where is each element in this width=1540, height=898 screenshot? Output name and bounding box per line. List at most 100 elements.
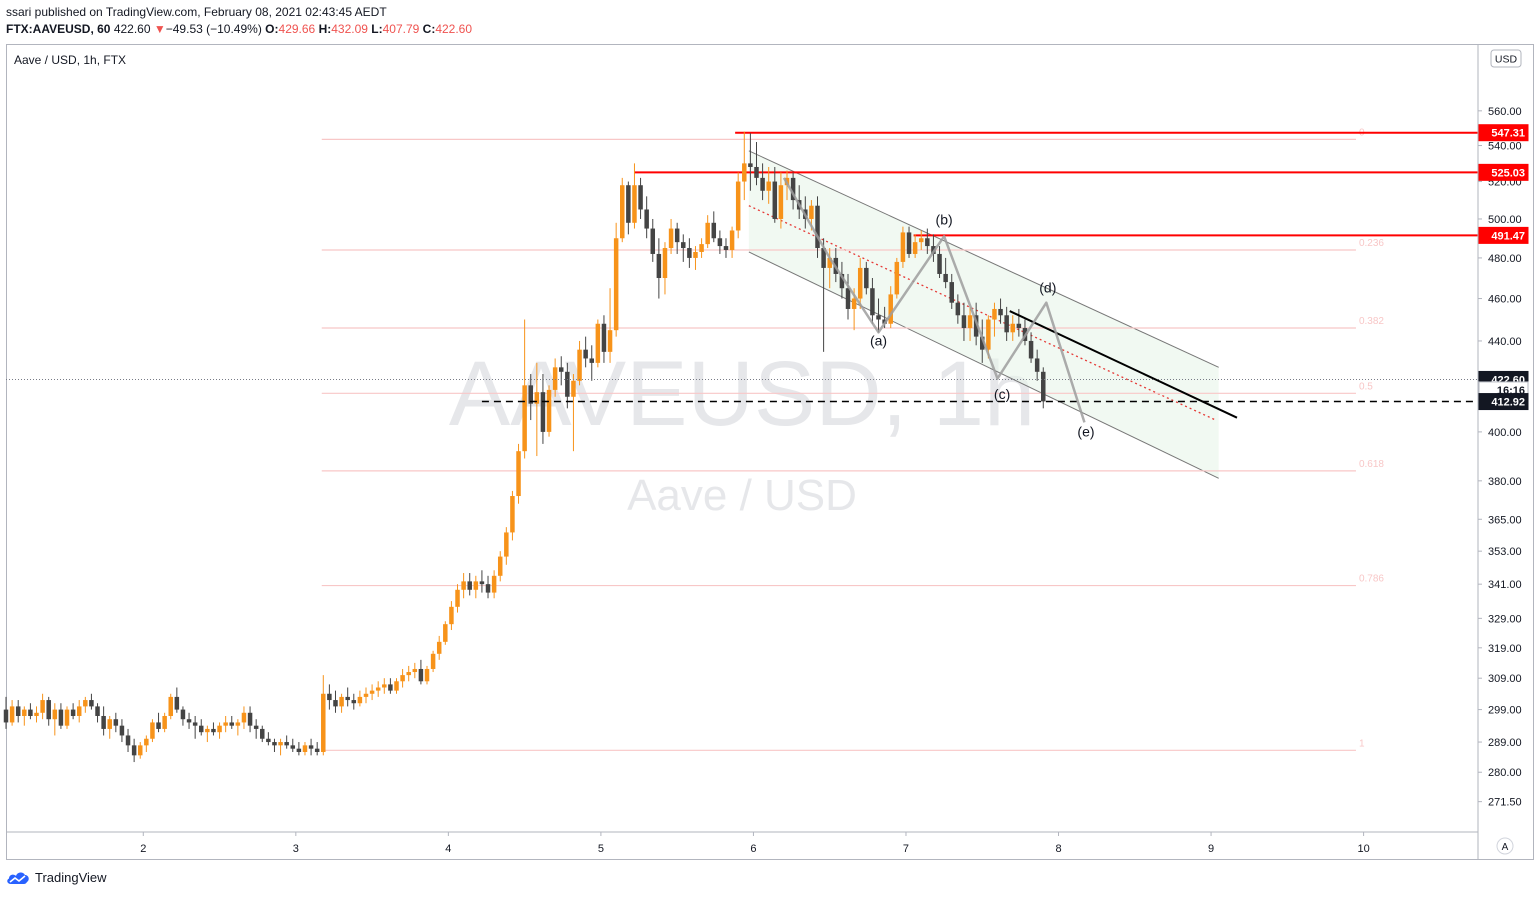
candle [595, 319, 601, 368]
candle-body [229, 722, 235, 726]
candle-body [894, 261, 900, 295]
candle [839, 261, 845, 299]
x-tick-label: 2 [140, 843, 146, 855]
candle-body [180, 709, 186, 720]
candle-body [284, 742, 289, 746]
candle [967, 306, 973, 341]
tradingview-logo[interactable]: TradingView [6, 870, 107, 885]
candle [681, 234, 686, 262]
candle-body [577, 349, 582, 381]
candle-body [101, 715, 106, 729]
candle-body [790, 177, 796, 201]
candle [906, 226, 912, 258]
candle-body [644, 209, 649, 229]
candle-body [864, 267, 869, 289]
candle-body [955, 302, 961, 316]
candle-body [565, 371, 570, 397]
candle-body [992, 308, 997, 320]
price-tag-label: 525.03 [1491, 167, 1525, 179]
candle [577, 340, 582, 386]
candle-body [375, 687, 381, 691]
candle [943, 257, 948, 289]
x-tick-label: 10 [1357, 843, 1369, 855]
candle-body [186, 719, 192, 723]
candle-body [3, 709, 9, 723]
candle-body [589, 358, 594, 363]
candle-body [620, 185, 625, 239]
candle-body [217, 725, 222, 733]
candle-body [1041, 371, 1046, 402]
candle-body [809, 205, 814, 219]
candle [925, 228, 930, 254]
candle-body [961, 315, 967, 329]
candle-body [290, 745, 296, 749]
candle-body [162, 715, 167, 729]
candle [705, 215, 710, 249]
price-tag-bg [1478, 226, 1529, 244]
candle [558, 356, 564, 386]
candle-body [52, 709, 58, 720]
candle-body [278, 742, 283, 746]
candle [656, 238, 662, 299]
y-tick-label: 400.00 [1488, 427, 1522, 439]
candle-body [461, 581, 466, 590]
candle-body [174, 696, 180, 710]
candle [504, 527, 509, 565]
candle [125, 728, 131, 753]
channel-lower-line [748, 251, 1219, 479]
candle-body [839, 273, 845, 289]
candle-body [1034, 358, 1040, 372]
candle-body [357, 696, 363, 704]
candle [1028, 332, 1034, 363]
candle [412, 662, 418, 679]
candle [900, 226, 906, 268]
candle-body [430, 653, 436, 669]
fib-label: 0.786 [1359, 574, 1384, 585]
candle [333, 690, 338, 713]
candle-body [253, 725, 259, 729]
candle [314, 742, 320, 756]
candle [937, 246, 942, 279]
candle [235, 719, 241, 736]
x-tick-label: 4 [445, 843, 451, 855]
candle [119, 719, 125, 743]
candle-body [693, 251, 698, 258]
candle [34, 706, 39, 723]
open-label: O: [265, 22, 279, 36]
candle-body [766, 181, 771, 191]
candle [674, 222, 680, 254]
candle-body [510, 496, 515, 533]
candle [449, 601, 454, 631]
candle [131, 738, 137, 763]
candle-body [906, 232, 912, 254]
candle-body [821, 248, 826, 268]
change-arrow-icon: ▼ [153, 22, 166, 36]
candle-body [711, 222, 717, 239]
wave-label: (b) [936, 212, 953, 228]
candle-body [613, 238, 619, 331]
candle [76, 700, 82, 723]
candle [217, 722, 222, 739]
candle [894, 257, 900, 299]
y-tick-label: 271.50 [1488, 797, 1522, 809]
candle-body [436, 641, 442, 654]
candle-body [735, 181, 741, 231]
candle [180, 706, 186, 726]
auto-scale-button[interactable]: A [1496, 837, 1514, 855]
currency-button[interactable]: USD [1490, 49, 1522, 68]
candle [888, 286, 893, 329]
candle [394, 678, 399, 694]
y-tick-label: 460.00 [1488, 294, 1522, 306]
candle [302, 742, 308, 756]
candle [760, 163, 765, 201]
candle-body [9, 706, 15, 723]
candle [845, 273, 851, 320]
candle-body [107, 719, 112, 729]
candle-body [583, 349, 588, 359]
symbol-info-bar: FTX:AAVEUSD, 60 422.60 ▼−49.53 (−10.49%)… [6, 22, 472, 36]
candle [46, 696, 51, 726]
candle-body [144, 738, 149, 746]
chart-frame[interactable] [6, 44, 1534, 860]
x-tick-label: 9 [1208, 843, 1214, 855]
